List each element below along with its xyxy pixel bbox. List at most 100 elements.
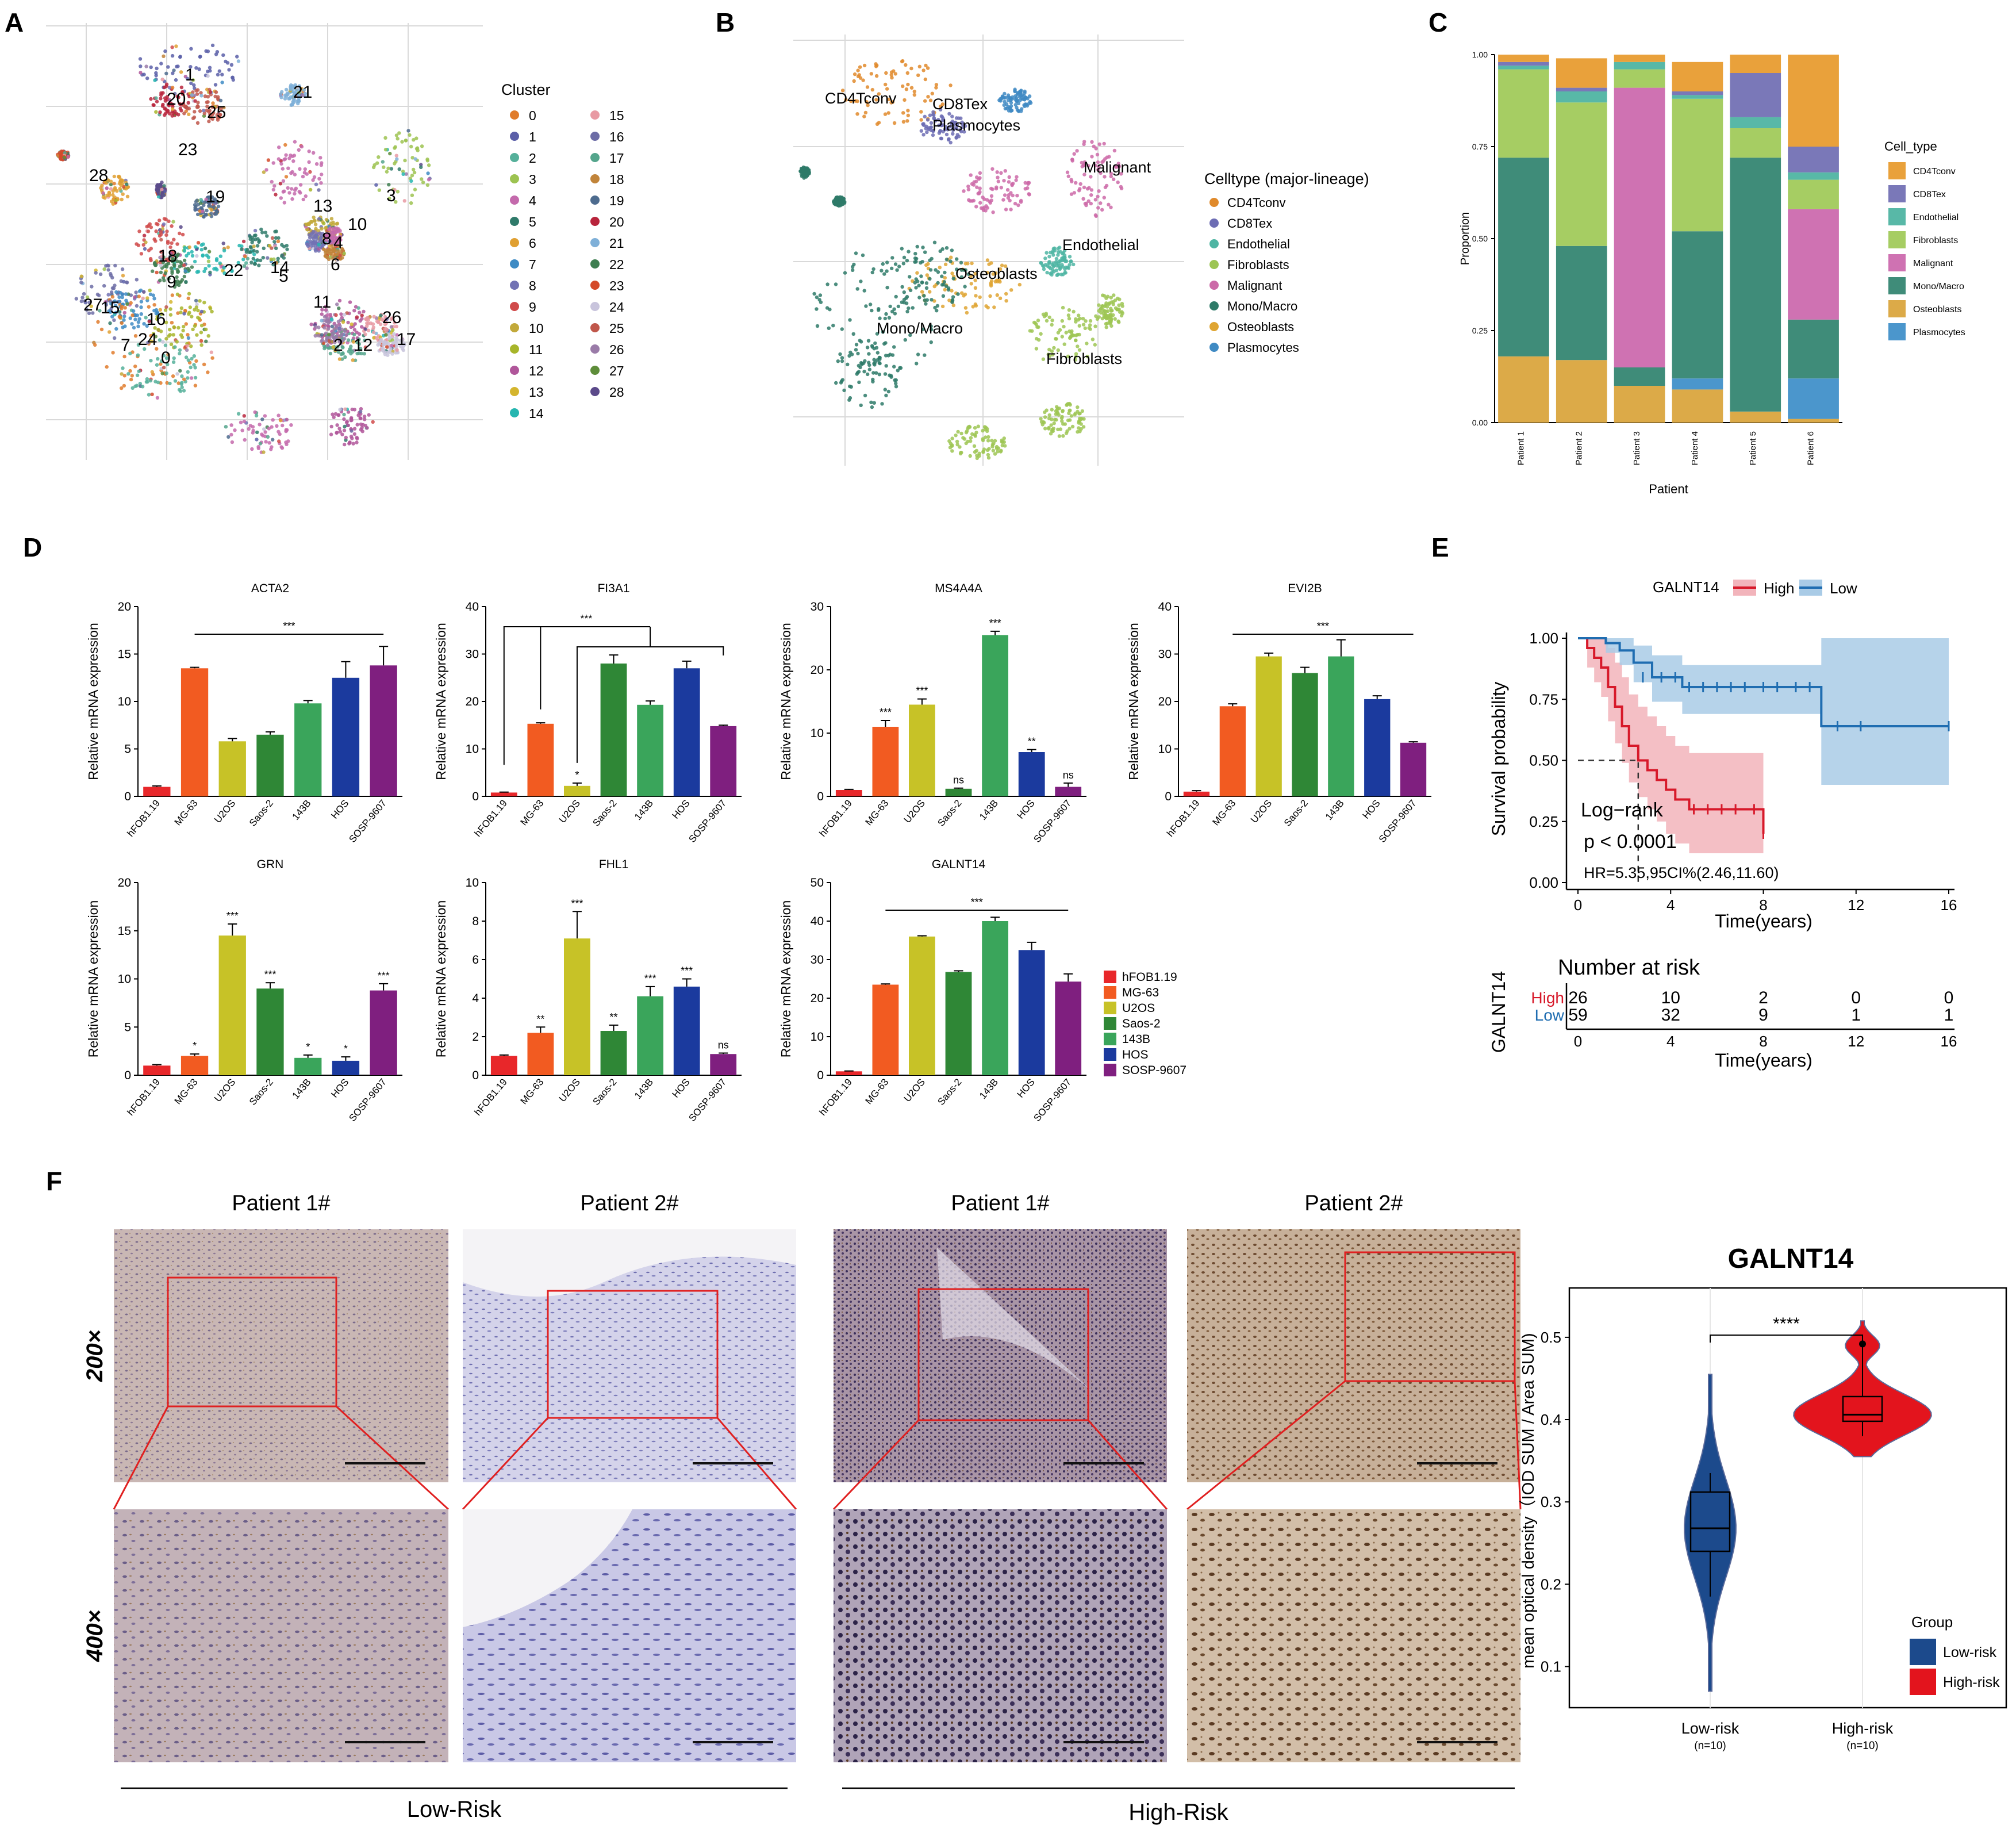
cell-point (994, 186, 999, 191)
cell-point (160, 181, 164, 185)
cell-point (122, 310, 126, 315)
cell-point (105, 186, 109, 190)
cell-point (1058, 328, 1062, 332)
cell-point (296, 93, 301, 97)
cell-point (149, 97, 153, 101)
cell-point (978, 186, 982, 190)
x-tick-label: 143B (632, 797, 655, 822)
bar (181, 668, 209, 797)
cell-point (851, 332, 855, 336)
cluster-label: 22 (224, 261, 243, 280)
cell-point (171, 360, 176, 364)
cell-point (342, 412, 346, 417)
cell-point (966, 185, 970, 189)
significance-mark: ns (1063, 769, 1074, 781)
celltype-label: CD4Tconv (825, 90, 897, 107)
cell-point (146, 229, 151, 233)
x-tick-label: U2OS (557, 1076, 582, 1104)
cell-point (179, 333, 183, 337)
cell-point (149, 65, 153, 70)
cell-point (160, 254, 164, 258)
cell-point (240, 247, 244, 251)
cell-point (193, 245, 198, 249)
cell-point (149, 359, 153, 363)
cell-point (320, 338, 325, 342)
cell-point (289, 95, 293, 99)
significance-mark: *** (644, 973, 656, 984)
cell-point (991, 210, 995, 214)
cell-point (924, 63, 928, 68)
cell-point (929, 121, 934, 125)
cell-point (117, 315, 121, 319)
cell-point (856, 68, 860, 72)
cell-point (905, 119, 909, 123)
plot-frame (1568, 1287, 2007, 1709)
cell-point (110, 275, 114, 280)
cell-point (309, 323, 313, 327)
cell-point (347, 442, 351, 446)
cell-point (274, 261, 279, 265)
cell-type-region (832, 195, 847, 208)
cell-point (216, 204, 221, 209)
cell-point (1109, 171, 1113, 175)
cell-point (994, 446, 999, 451)
cell-point (925, 130, 929, 135)
cell-point (190, 315, 194, 319)
cell-point (148, 378, 152, 383)
stack-segment (1614, 87, 1665, 367)
cell-point (365, 321, 369, 325)
cell-point (875, 351, 880, 355)
bar (1328, 656, 1354, 796)
cell-point (335, 252, 339, 256)
cell-point (391, 328, 395, 332)
x-tick-label: U2OS (557, 797, 582, 825)
legend-label: SOSP-9607 (1122, 1064, 1186, 1077)
cell-point (187, 312, 191, 316)
cell-point (1105, 321, 1109, 325)
cell-point (189, 365, 193, 370)
cell-type-region (1039, 246, 1076, 277)
cell-point (349, 325, 353, 329)
cell-point (136, 353, 140, 357)
cell-point (260, 417, 264, 421)
cell-point (975, 175, 979, 179)
cell-point (872, 401, 877, 405)
cell-point (216, 118, 220, 122)
cell-point (1044, 312, 1049, 316)
cell-point (312, 215, 316, 220)
cell-point (905, 71, 910, 75)
cell-point (112, 182, 116, 186)
cell-point (916, 279, 920, 283)
cell-point (338, 408, 342, 412)
cell-point (900, 300, 904, 304)
cell-point (128, 316, 132, 320)
cell-point (890, 309, 894, 314)
cell-point (1072, 333, 1076, 338)
cell-point (183, 309, 187, 313)
x-tick-label: Low-risk (1681, 1720, 1739, 1737)
cell-point (159, 359, 164, 363)
cell-point (196, 316, 200, 320)
cell-type-region (947, 424, 1007, 461)
cell-point (258, 423, 262, 427)
cell-point (950, 449, 954, 453)
cell-point (272, 257, 276, 261)
cell-point (901, 59, 905, 63)
cell-point (343, 442, 347, 447)
cell-point (342, 428, 347, 432)
cell-point (358, 346, 363, 351)
x-tick-label: Saos-2 (935, 1076, 963, 1107)
y-tick-label: 50 (811, 876, 824, 889)
y-axis-label: Relative mRNA expression (778, 623, 793, 780)
cell-point (962, 130, 966, 134)
cell-point (335, 236, 339, 241)
cell-cluster-region (138, 43, 241, 93)
cell-point (340, 432, 344, 436)
cell-point (204, 327, 208, 332)
cell-point (280, 90, 284, 94)
cell-point (366, 328, 371, 332)
cell-point (1058, 266, 1062, 270)
cell-point (195, 212, 200, 217)
